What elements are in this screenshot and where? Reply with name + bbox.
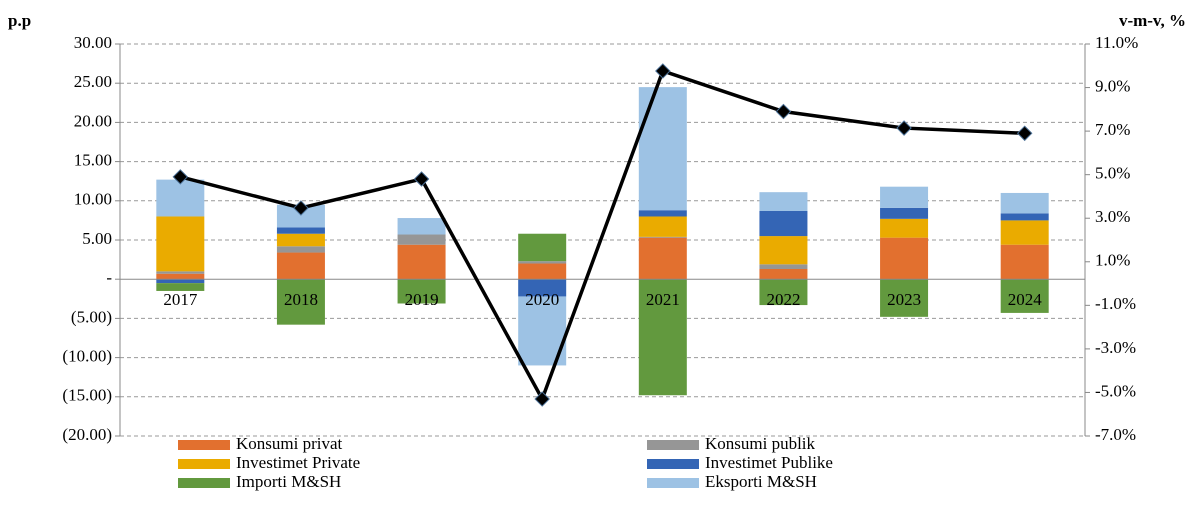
bar xyxy=(759,264,808,270)
bar xyxy=(518,261,567,264)
bar xyxy=(880,207,929,219)
marker xyxy=(172,169,189,185)
marker xyxy=(534,391,550,407)
x-tick-label: 2024 xyxy=(1008,290,1043,309)
y2-axis-label: v-m-v, % xyxy=(1119,11,1186,30)
bar xyxy=(638,216,687,237)
y2-tick-label: -3.0% xyxy=(1095,338,1136,357)
bar xyxy=(276,252,325,280)
marker xyxy=(413,171,430,187)
y-tick-label: 5.00 xyxy=(82,229,112,248)
bar xyxy=(276,204,325,228)
y-tick-label: - xyxy=(106,268,112,287)
bar xyxy=(156,271,205,274)
marker xyxy=(775,103,792,120)
x-tick-label: 2020 xyxy=(525,290,559,309)
y-tick-label: (20.00) xyxy=(62,425,112,444)
bar xyxy=(156,216,205,272)
bar xyxy=(1000,213,1049,221)
y-tick-label: (15.00) xyxy=(62,386,112,405)
bar xyxy=(759,269,808,280)
y-tick-label: 20.00 xyxy=(74,111,112,130)
bar xyxy=(276,227,325,234)
x-tick-label: 2018 xyxy=(284,290,318,309)
y-tick-label: 10.00 xyxy=(74,190,112,209)
bar xyxy=(397,234,446,245)
bar xyxy=(759,279,808,306)
y-tick-label: 15.00 xyxy=(74,151,112,170)
marker xyxy=(1016,125,1033,142)
line xyxy=(179,68,1025,404)
bar xyxy=(1000,192,1049,214)
marker xyxy=(655,63,671,79)
bar xyxy=(518,263,567,280)
bar xyxy=(880,279,929,317)
bar xyxy=(638,87,687,211)
bar xyxy=(518,233,567,262)
y-tick-label: 30.00 xyxy=(74,33,112,52)
legend-label: Importi M&SH xyxy=(236,472,341,491)
bar xyxy=(880,186,929,208)
bar xyxy=(397,279,446,304)
marker xyxy=(896,120,912,136)
x-tick-label: 2022 xyxy=(766,290,800,309)
legend-swatch xyxy=(647,459,699,469)
y-tick-label: (5.00) xyxy=(71,307,112,326)
bar xyxy=(1000,279,1049,313)
y2-tick-label: 3.0% xyxy=(1095,207,1130,226)
x-tick-label: 2023 xyxy=(887,290,921,309)
bar xyxy=(880,237,929,280)
bar xyxy=(880,218,929,238)
y2-tick-label: 11.0% xyxy=(1095,33,1138,52)
bar xyxy=(1000,220,1049,245)
legend-swatch xyxy=(178,459,230,469)
bar xyxy=(759,192,808,211)
bar xyxy=(759,210,808,237)
y2-tick-label: -1.0% xyxy=(1095,294,1136,313)
bar xyxy=(156,279,205,284)
y2-tick-label: -7.0% xyxy=(1095,425,1136,444)
bar xyxy=(638,210,687,217)
x-tick-label: 2019 xyxy=(405,290,439,309)
y2-tick-label: 1.0% xyxy=(1095,251,1130,270)
x-tick-label: 2021 xyxy=(646,290,680,309)
legend-swatch xyxy=(647,440,699,450)
y-tick-label: 25.00 xyxy=(74,72,112,91)
bar xyxy=(638,237,687,280)
legend-label: Konsumi publik xyxy=(705,434,816,453)
bar xyxy=(518,279,567,297)
bar xyxy=(397,244,446,280)
bar xyxy=(397,218,446,235)
bar xyxy=(1000,244,1049,280)
bar xyxy=(638,279,687,396)
legend-label: Eksporti M&SH xyxy=(705,472,817,491)
bar xyxy=(638,236,687,238)
bar xyxy=(156,283,205,291)
legend-label: Investimet Publike xyxy=(705,453,833,472)
bar xyxy=(156,179,205,217)
bar xyxy=(276,246,325,253)
legend-swatch xyxy=(647,478,699,488)
legend-swatch xyxy=(178,440,230,450)
y-tick-label: (10.00) xyxy=(62,347,112,366)
y2-tick-label: 9.0% xyxy=(1095,76,1130,95)
legend-label: Konsumi privat xyxy=(236,434,343,453)
x-tick-label: 2017 xyxy=(163,290,198,309)
y-axis-label: p.p xyxy=(8,11,31,30)
bar xyxy=(276,233,325,247)
marker xyxy=(293,200,309,216)
y2-tick-label: 5.0% xyxy=(1095,164,1130,183)
legend-label: Investimet Private xyxy=(236,453,360,472)
y2-tick-label: -5.0% xyxy=(1095,381,1136,400)
bar xyxy=(156,273,205,280)
legend-swatch xyxy=(178,478,230,488)
bar xyxy=(276,279,325,325)
y2-tick-label: 7.0% xyxy=(1095,120,1130,139)
bar xyxy=(759,236,808,265)
